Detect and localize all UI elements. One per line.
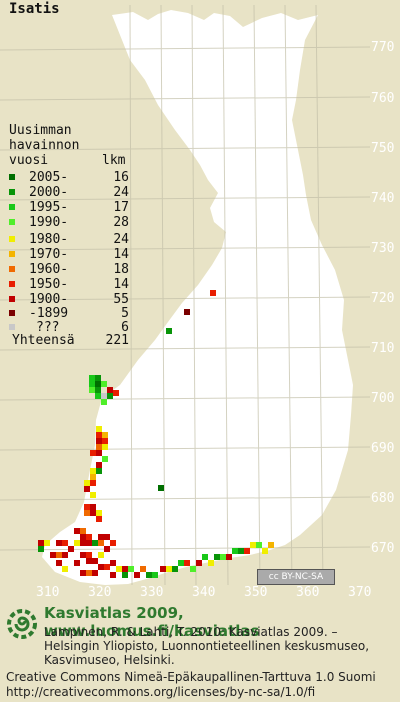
finland-landmass bbox=[42, 10, 353, 585]
lon-label: 340 bbox=[192, 585, 216, 600]
lon-label: 370 bbox=[348, 585, 372, 600]
citation: Lampinen, R. & Lahti, T. 2010: Kasviatla… bbox=[44, 625, 369, 667]
legend-count: 16 bbox=[113, 170, 129, 185]
lat-label: 710 bbox=[371, 341, 395, 356]
legend-swatch bbox=[9, 324, 15, 330]
citation-line: Helsingin Yliopisto, Luonnontieteellinen… bbox=[44, 639, 370, 653]
citation-line: Kasvimuseo, Helsinki. bbox=[44, 653, 175, 667]
legend-period: 1995- bbox=[29, 200, 69, 215]
finland-distribution-map bbox=[0, 4, 371, 586]
legend-period: -1899 bbox=[29, 306, 69, 321]
legend-row: ??? 6 bbox=[9, 320, 129, 335]
legend-total-label: Yhteensä bbox=[12, 333, 75, 348]
legend-count: 28 bbox=[113, 215, 129, 230]
license-link[interactable]: http://creativecommons.org/licenses/by-n… bbox=[6, 685, 316, 699]
legend-swatch bbox=[9, 281, 15, 287]
occurrence-squares bbox=[38, 290, 274, 578]
legend-period: 2005- bbox=[29, 170, 69, 185]
atlas-title: Kasviatlas 2009, www.luomus.fi/kasviatla… bbox=[44, 604, 260, 640]
cc-license-badge[interactable]: cc BY-NC-SA bbox=[257, 569, 335, 585]
legend-period: 1990- bbox=[29, 215, 69, 230]
legend-swatch bbox=[9, 266, 15, 272]
legend-swatch bbox=[9, 204, 15, 210]
legend-row: 1960- 18 bbox=[9, 262, 129, 277]
legend-row: 1950- 14 bbox=[9, 277, 129, 292]
lat-label: 720 bbox=[371, 291, 395, 306]
legend-count: 14 bbox=[113, 277, 129, 292]
legend-title: Uusimman havainnon vuosi bbox=[9, 123, 79, 168]
legend-period: ??? bbox=[36, 320, 60, 335]
lat-label: 700 bbox=[371, 391, 395, 406]
legend-title-line: vuosi bbox=[9, 153, 49, 168]
legend-swatch bbox=[9, 251, 15, 257]
legend-count: 6 bbox=[121, 320, 129, 335]
lat-label: 740 bbox=[371, 191, 395, 206]
license-line: Creative Commons Nimeä-Epäkaupallinen-Ta… bbox=[6, 670, 376, 684]
legend-row: -1899 5 bbox=[9, 306, 129, 321]
lon-label: 360 bbox=[296, 585, 320, 600]
legend-count: 24 bbox=[113, 232, 129, 247]
kasviatlas-logo-icon bbox=[7, 609, 37, 639]
legend-period: 1980- bbox=[29, 232, 69, 247]
legend-count: 55 bbox=[113, 292, 129, 307]
legend-period: 2000- bbox=[29, 185, 69, 200]
legend-swatch bbox=[9, 236, 15, 242]
legend-period: 1950- bbox=[29, 277, 69, 292]
legend-period: 1970- bbox=[29, 247, 69, 262]
legend-count: 14 bbox=[113, 247, 129, 262]
legend-period: 1960- bbox=[29, 262, 69, 277]
legend-swatch bbox=[9, 219, 15, 225]
license-text: Creative Commons Nimeä-Epäkaupallinen-Ta… bbox=[6, 670, 376, 700]
lat-label: 770 bbox=[371, 40, 395, 55]
legend-title-line: Uusimman bbox=[9, 123, 72, 138]
lon-label: 350 bbox=[244, 585, 268, 600]
legend-count-header: lkm bbox=[102, 153, 126, 168]
lat-label: 730 bbox=[371, 241, 395, 256]
lat-label: 750 bbox=[371, 141, 395, 156]
legend-row: 2005- 16 bbox=[9, 170, 129, 185]
legend-title-line: havainnon bbox=[9, 138, 80, 153]
lon-label: 310 bbox=[36, 585, 60, 600]
legend-count: 18 bbox=[113, 262, 129, 277]
lat-label: 760 bbox=[371, 91, 395, 106]
legend-swatch bbox=[9, 310, 15, 316]
legend-row: 1995- 17 bbox=[9, 200, 129, 215]
lon-label: 320 bbox=[88, 585, 112, 600]
lon-label: 330 bbox=[140, 585, 164, 600]
legend-count: 5 bbox=[121, 306, 129, 321]
legend-count: 24 bbox=[113, 185, 129, 200]
legend-swatch bbox=[9, 296, 15, 302]
legend-total: Yhteensä 221 bbox=[12, 333, 129, 348]
legend-period: 1900- bbox=[29, 292, 69, 307]
map-grid bbox=[0, 4, 371, 586]
lat-label: 690 bbox=[371, 441, 395, 456]
legend-row: 1900- 55 bbox=[9, 292, 129, 307]
legend-swatch bbox=[9, 174, 15, 180]
legend-row: 2000- 24 bbox=[9, 185, 129, 200]
legend-swatch bbox=[9, 189, 15, 195]
lat-label: 670 bbox=[371, 541, 395, 556]
legend-row: 1990- 28 bbox=[9, 215, 129, 230]
citation-line: Lampinen, R. & Lahti, T. 2010: Kasviatla… bbox=[44, 625, 338, 639]
legend-row: 1970- 14 bbox=[9, 247, 129, 262]
legend-total-count: 221 bbox=[105, 333, 129, 348]
legend-row: 1980- 24 bbox=[9, 232, 129, 247]
legend-count: 17 bbox=[113, 200, 129, 215]
lat-label: 680 bbox=[371, 491, 395, 506]
species-name: Isatis bbox=[9, 1, 60, 17]
